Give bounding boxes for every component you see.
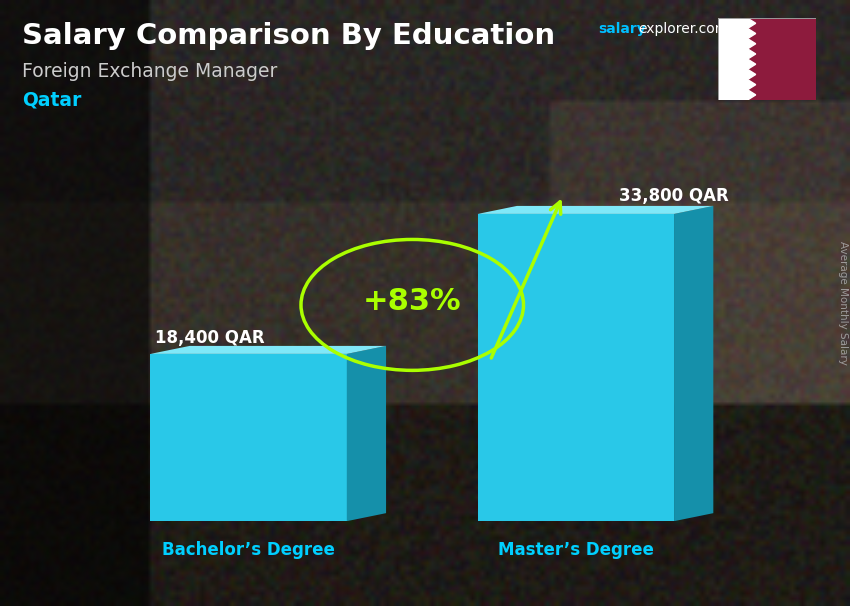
Polygon shape: [347, 346, 386, 521]
Polygon shape: [748, 39, 756, 49]
Bar: [748, 18, 816, 100]
Text: Salary Comparison By Education: Salary Comparison By Education: [22, 22, 555, 50]
Text: 18,400 QAR: 18,400 QAR: [155, 329, 264, 347]
Bar: [150, 354, 347, 521]
Polygon shape: [748, 18, 756, 28]
Text: Master’s Degree: Master’s Degree: [498, 541, 654, 559]
Text: +83%: +83%: [363, 287, 462, 316]
Text: Average Monthly Salary: Average Monthly Salary: [838, 241, 848, 365]
Text: Qatar: Qatar: [22, 90, 82, 109]
Polygon shape: [150, 346, 386, 354]
Polygon shape: [748, 28, 756, 39]
Polygon shape: [748, 69, 756, 79]
Bar: [478, 214, 674, 521]
Polygon shape: [748, 49, 756, 59]
Bar: [718, 18, 748, 100]
Text: Bachelor’s Degree: Bachelor’s Degree: [162, 541, 335, 559]
Text: explorer.com: explorer.com: [638, 22, 728, 36]
Polygon shape: [748, 59, 756, 69]
Polygon shape: [674, 206, 713, 521]
Polygon shape: [478, 206, 713, 214]
Polygon shape: [748, 79, 756, 90]
Polygon shape: [748, 90, 756, 100]
Text: 33,800 QAR: 33,800 QAR: [619, 187, 729, 205]
Text: salary: salary: [598, 22, 646, 36]
Text: Foreign Exchange Manager: Foreign Exchange Manager: [22, 62, 277, 81]
